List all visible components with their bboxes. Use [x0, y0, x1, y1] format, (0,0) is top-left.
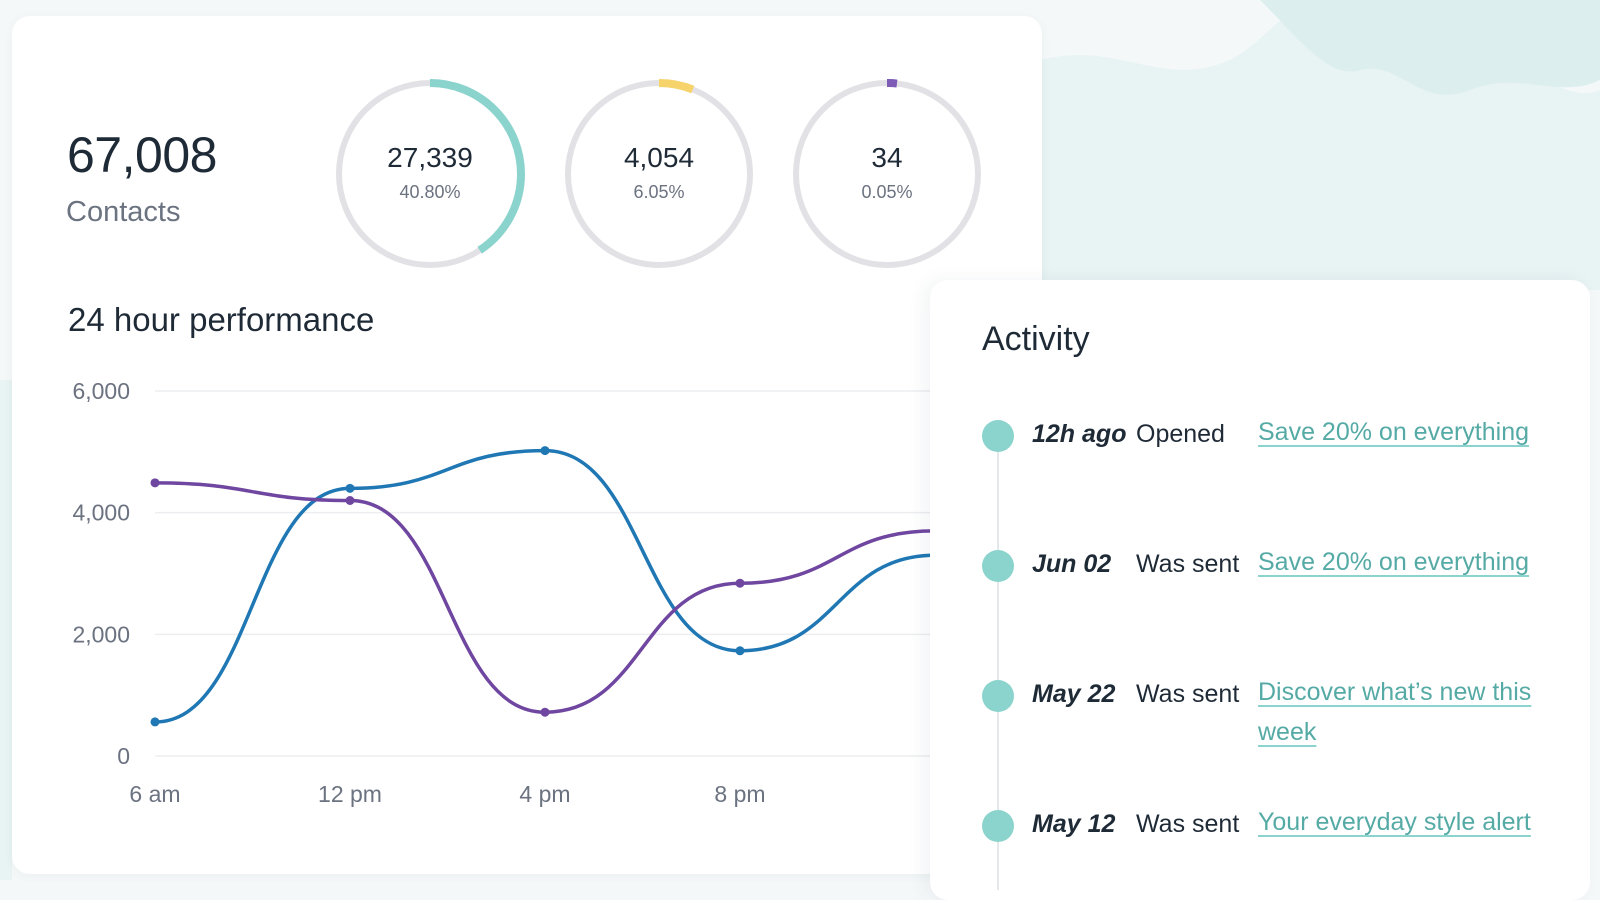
- timeline-dot: [982, 550, 1014, 582]
- data-point: [345, 496, 355, 505]
- activity-item: May 22 Was sent Discover what’s new this…: [930, 668, 1590, 746]
- ring-chart: [792, 79, 982, 269]
- activity-time: 12h ago: [1032, 420, 1127, 448]
- ring-percent: 40.80%: [399, 182, 461, 202]
- activity-time: May 22: [1032, 680, 1116, 708]
- ring-percent: 6.05%: [633, 182, 685, 202]
- data-point: [540, 707, 550, 717]
- data-point: [735, 646, 745, 656]
- stat-ring-clicked[interactable]: 4,054 6.05%: [559, 74, 759, 274]
- ring-percent: 0.05%: [861, 182, 913, 202]
- activity-campaign-link[interactable]: Save 20% on everything: [1258, 418, 1530, 446]
- contacts-total: 67,008: [67, 127, 217, 183]
- series-line-2: [154, 481, 936, 714]
- activity-campaign-link[interactable]: Discover what’s new this week: [1258, 678, 1532, 746]
- y-tick-label: 6,000: [72, 378, 130, 404]
- timeline-dot: [982, 420, 1014, 452]
- activity-action: Was sent: [1136, 680, 1240, 708]
- activity-item: May 12 Was sent Your everyday style aler…: [930, 798, 1590, 858]
- timeline-dot: [982, 680, 1014, 712]
- activity-campaign-link[interactable]: Your everyday style alert: [1258, 808, 1531, 836]
- x-tick-label: 12 pm: [318, 781, 382, 807]
- ring-chart: [564, 79, 754, 269]
- activity-item: Jun 02 Was sent Save 20% on everything: [930, 538, 1590, 598]
- y-tick-label: 2,000: [72, 621, 130, 647]
- activity-time: Jun 02: [1032, 550, 1112, 578]
- stat-ring-unsubscribed[interactable]: 34 0.05%: [787, 74, 987, 274]
- activity-time: May 12: [1032, 810, 1116, 838]
- data-point: [345, 483, 355, 493]
- activity-title: Activity: [982, 320, 1090, 358]
- performance-title: 24 hour performance: [68, 301, 375, 338]
- y-tick-label: 0: [117, 743, 130, 769]
- dashboard-card: 67,008 Contacts 27,339 40.80% 4,054 6.05…: [12, 16, 1042, 874]
- x-tick-label: 6 am: [129, 781, 180, 807]
- data-point: [150, 478, 160, 488]
- stat-ring-opened[interactable]: 27,339 40.80%: [330, 74, 530, 274]
- ring-chart: [335, 79, 525, 269]
- activity-action: Was sent: [1136, 810, 1240, 838]
- background-decoration: [0, 0, 1600, 880]
- ring-value: 4,054: [623, 142, 695, 173]
- y-tick-label: 4,000: [72, 500, 130, 526]
- series-line-1: [154, 448, 936, 724]
- data-point: [540, 446, 550, 456]
- activity-item: 12h ago Opened Save 20% on everything: [930, 408, 1590, 468]
- x-tick-label: 4 pm: [519, 781, 570, 807]
- contacts-label: Contacts: [66, 196, 181, 228]
- x-tick-label: 8 pm: [714, 781, 765, 807]
- activity-action: Opened: [1136, 420, 1225, 448]
- timeline-line: [997, 430, 999, 890]
- activity-card: Activity 12h ago Opened Save 20% on ever…: [930, 280, 1590, 900]
- timeline-dot: [982, 810, 1014, 842]
- ring-value: 27,339: [387, 142, 473, 173]
- data-point: [150, 717, 160, 727]
- activity-campaign-link[interactable]: Save 20% on everything: [1258, 548, 1530, 576]
- activity-action: Was sent: [1136, 550, 1240, 578]
- ring-value: 34: [871, 142, 903, 173]
- data-point: [735, 578, 745, 588]
